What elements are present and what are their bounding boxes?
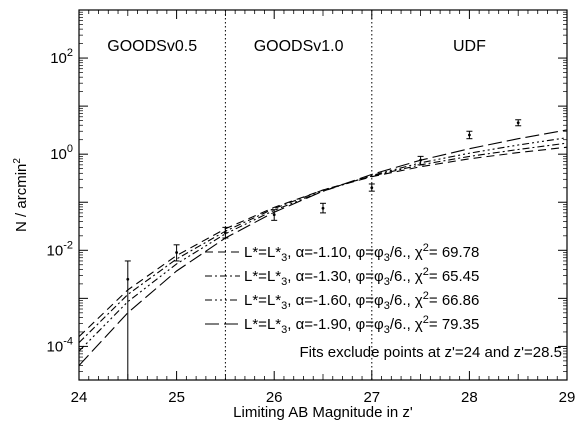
x-axis-label: Limiting AB Magnitude in z' xyxy=(233,404,413,421)
model-curve xyxy=(79,129,567,366)
data-point xyxy=(272,213,276,217)
model-curve xyxy=(79,142,567,343)
y-tick-label: 10-4 xyxy=(47,335,73,355)
x-tick-label: 26 xyxy=(266,389,283,406)
legend-label: L*=L*3, α=-1.30, φ=φ3/6., χ2= 65.45 xyxy=(244,266,479,288)
data-point xyxy=(419,158,422,162)
x-tick-label: 27 xyxy=(363,389,380,406)
region-label: GOODSv0.5 xyxy=(107,38,197,55)
data-point xyxy=(321,206,325,210)
legend-label: L*=L*3, α=-1.90, φ=φ3/6., χ2= 79.35 xyxy=(244,314,479,336)
legend-label: L*=L*3, α=-1.10, φ=φ3/6., χ2= 69.78 xyxy=(244,242,479,264)
region-label: GOODSv1.0 xyxy=(254,38,344,55)
region-label: UDF xyxy=(453,38,486,55)
data-point xyxy=(175,251,179,254)
y-tick-label: 10-2 xyxy=(47,239,73,259)
data-point xyxy=(126,277,130,281)
axis-ticks: 24 25 26 27 28 29 10-4 10-2 100 102 xyxy=(47,9,576,406)
legend-label: L*=L*3, α=-1.60, φ=φ3/6., χ2= 66.86 xyxy=(244,290,479,312)
model-curves xyxy=(79,129,567,366)
x-tick-label: 28 xyxy=(461,389,478,406)
region-labels: GOODSv0.5 GOODSv1.0 UDF xyxy=(107,38,486,55)
x-tick-label: 24 xyxy=(71,389,88,406)
observed-points xyxy=(124,119,522,380)
data-point xyxy=(516,121,520,125)
data-point xyxy=(468,133,471,137)
model-curve xyxy=(79,137,567,352)
x-tick-label: 29 xyxy=(559,389,576,406)
x-tick-label: 25 xyxy=(168,389,185,406)
fit-note: Fits exclude points at z'=24 and z'=28.5 xyxy=(299,344,562,361)
y-axis-label: N / arcmin2 xyxy=(12,158,30,232)
legend: L*=L*3, α=-1.10, φ=φ3/6., χ2= 69.78L*=L*… xyxy=(205,242,479,336)
y-tick-label: 102 xyxy=(50,47,73,67)
data-point xyxy=(224,231,227,235)
region-boundaries xyxy=(224,10,373,380)
data-point xyxy=(370,186,374,190)
y-tick-label: 100 xyxy=(50,143,73,163)
